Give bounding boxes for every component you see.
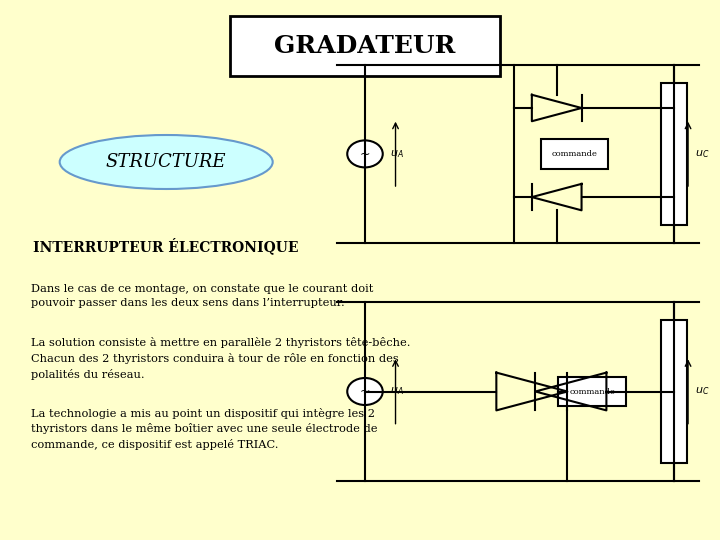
Text: La technologie a mis au point un dispositif qui intègre les 2
thyristors dans le: La technologie a mis au point un disposi… xyxy=(31,408,378,450)
Text: commande: commande xyxy=(570,388,615,395)
Circle shape xyxy=(347,140,383,167)
Bar xyxy=(559,377,626,406)
Text: Dans le cas de ce montage, on constate que le courant doit
pouvoir passer dans l: Dans le cas de ce montage, on constate q… xyxy=(31,284,374,307)
Circle shape xyxy=(347,378,383,405)
Text: ~: ~ xyxy=(360,385,370,398)
Ellipse shape xyxy=(60,135,273,189)
Text: $u_A$: $u_A$ xyxy=(390,386,404,397)
Bar xyxy=(661,83,687,225)
Text: GRADATEUR: GRADATEUR xyxy=(274,34,456,58)
Text: $u_C$: $u_C$ xyxy=(695,386,710,397)
Text: $u_A$: $u_A$ xyxy=(390,148,404,160)
Bar xyxy=(541,139,608,168)
Text: INTERRUPTEUR ÉLECTRONIQUE: INTERRUPTEUR ÉLECTRONIQUE xyxy=(33,237,299,254)
Text: La solution consiste à mettre en parallèle 2 thyristors tête-bêche.
Chacun des 2: La solution consiste à mettre en parallè… xyxy=(31,338,411,380)
Text: STRUCTURE: STRUCTURE xyxy=(106,153,227,171)
Text: $u_C$: $u_C$ xyxy=(695,148,710,160)
FancyBboxPatch shape xyxy=(230,16,500,76)
Bar xyxy=(661,320,687,463)
Text: ~: ~ xyxy=(360,147,370,160)
Text: commande: commande xyxy=(552,150,598,158)
